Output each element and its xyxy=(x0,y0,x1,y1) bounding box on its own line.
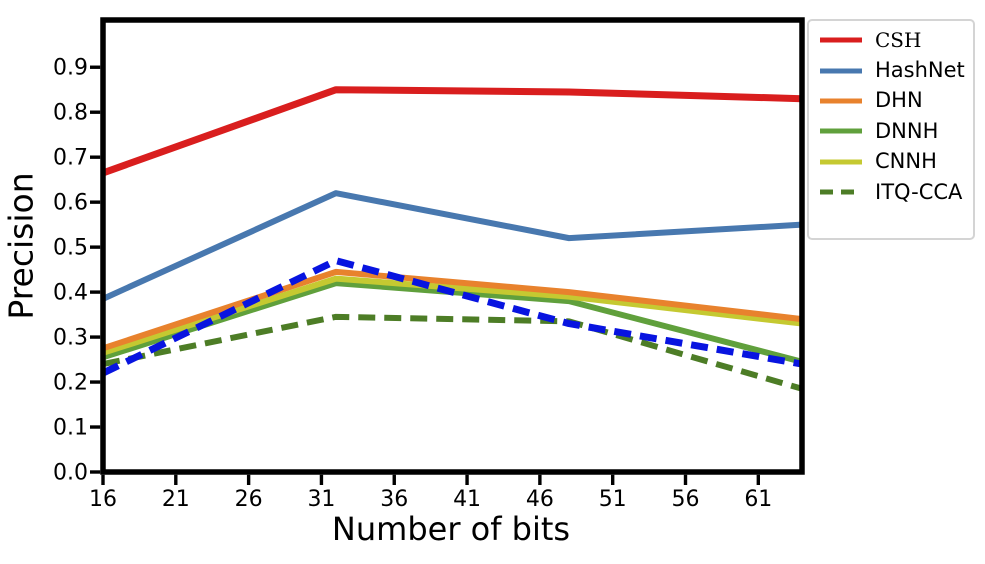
x-tick-label: 21 xyxy=(162,487,190,512)
legend-item-csh: CSH xyxy=(809,25,973,55)
legend-label-cnnh: CNNH xyxy=(875,149,937,174)
x-axis-label: Number of bits xyxy=(331,510,571,548)
legend-label-dnnh: DNNH xyxy=(875,118,939,143)
legend-swatch-cnnh xyxy=(820,159,862,165)
y-tick-label: 0.3 xyxy=(53,326,88,351)
x-tick-label: 31 xyxy=(307,487,335,512)
x-tick-label: 26 xyxy=(235,487,263,512)
legend-label-hashnet: HashNet xyxy=(875,58,965,83)
x-tick-label: 51 xyxy=(599,487,627,512)
y-tick-label: 0.6 xyxy=(53,191,88,216)
series-line-cnnh xyxy=(102,275,803,356)
legend-swatch-dnnh xyxy=(820,128,862,134)
y-tick-label: 0.0 xyxy=(53,461,88,486)
y-tick-label: 0.7 xyxy=(53,146,88,171)
x-tick-label: 16 xyxy=(89,487,117,512)
legend-label-itq-cca: ITQ-CCA xyxy=(875,179,963,204)
series-line-itq-cca xyxy=(102,313,803,392)
y-axis-label: Precision xyxy=(1,172,41,320)
series-line-dhn xyxy=(102,268,803,352)
y-tick-label: 0.2 xyxy=(53,371,88,396)
legend-label-csh: CSH xyxy=(875,28,922,53)
plot-frame xyxy=(100,17,805,475)
legend-label-dhn: DHN xyxy=(875,88,923,113)
x-tick-label: 56 xyxy=(672,487,700,512)
legend-item-dnnh: DNNH xyxy=(809,116,973,146)
x-tick-label: 61 xyxy=(744,487,772,512)
y-tick-label: 0.8 xyxy=(53,101,88,126)
legend: CSH HashNet DHN DNNH CNNH ITQ-CCA xyxy=(807,19,975,240)
legend-swatch-itq-cca xyxy=(820,189,862,195)
y-tick-label: 0.1 xyxy=(53,416,88,441)
series-line-blue-dashed xyxy=(101,257,803,377)
legend-swatch-dhn xyxy=(820,98,862,104)
y-tick-label: 0.4 xyxy=(53,281,88,306)
legend-item-hashnet: HashNet xyxy=(809,55,973,85)
legend-item-cnnh: CNNH xyxy=(809,147,973,177)
series-line-csh xyxy=(101,86,803,177)
x-tick-label: 46 xyxy=(526,487,554,512)
legend-item-dhn: DHN xyxy=(809,86,973,116)
legend-swatch-csh xyxy=(820,37,862,43)
legend-swatch-hashnet xyxy=(820,68,862,74)
x-tick-label: 36 xyxy=(380,487,408,512)
y-tick-label: 0.5 xyxy=(53,236,88,261)
legend-item-itq-cca: ITQ-CCA xyxy=(809,177,973,207)
y-tick-label: 0.9 xyxy=(53,56,88,81)
x-tick-label: 41 xyxy=(453,487,481,512)
series-line-hashnet xyxy=(101,190,803,302)
